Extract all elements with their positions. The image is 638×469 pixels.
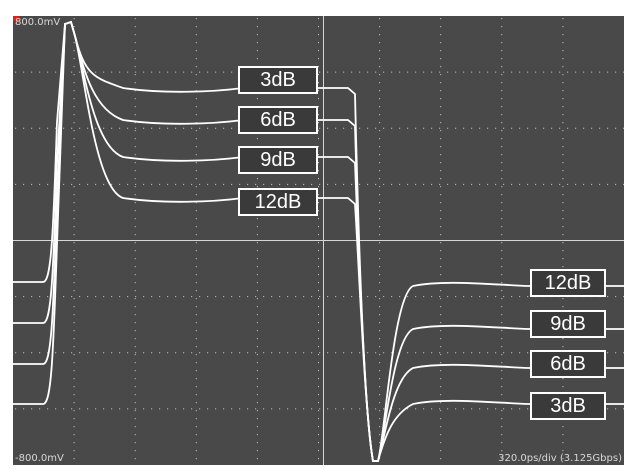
upper-label-2: 9dB — [238, 146, 318, 174]
upper-label-1: 6dB — [238, 106, 318, 134]
trace-6dB — [13, 20, 624, 462]
vertical-min-label: -800.0mV — [15, 453, 64, 464]
waveform-screen: 800.0mV -800.0mV 320.0ps/div (3.125Gbps)… — [13, 16, 624, 465]
lower-label-1: 9dB — [530, 310, 606, 338]
upper-label-0: 3dB — [238, 66, 318, 94]
trace-9dB — [13, 20, 624, 462]
trace-3dB — [13, 20, 624, 462]
upper-label-3: 12dB — [238, 188, 318, 216]
waveform-traces — [13, 20, 624, 462]
channel-marker-icon — [13, 16, 19, 21]
lower-label-3: 3dB — [530, 392, 606, 420]
lower-label-2: 6dB — [530, 350, 606, 378]
lower-label-0: 12dB — [530, 269, 606, 297]
timebase-label: 320.0ps/div (3.125Gbps) — [498, 453, 622, 464]
vertical-max-label: 800.0mV — [15, 17, 61, 28]
trace-12dB — [13, 20, 624, 462]
